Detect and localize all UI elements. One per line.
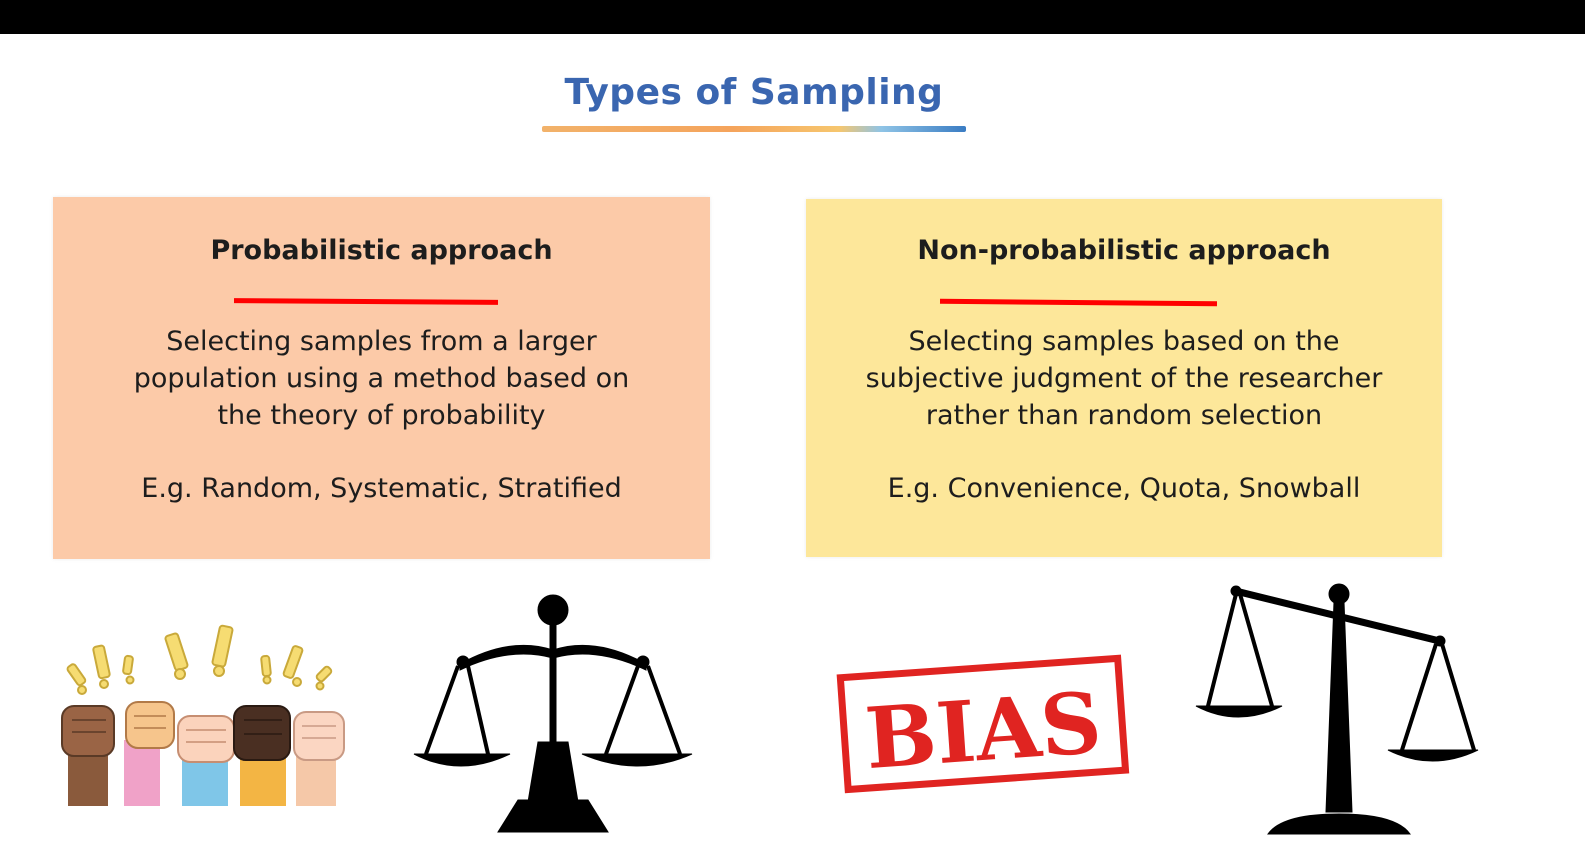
bias-stamp: BIAS — [836, 654, 1130, 794]
tilted-scale-icon — [1195, 583, 1479, 835]
non-probabilistic-card: Non-probabilistic approach Selecting sam… — [806, 199, 1442, 557]
description-line: the theory of probability — [217, 400, 546, 431]
heading-underline — [233, 298, 499, 305]
title-underline — [542, 126, 966, 132]
raised-fists-icon — [61, 624, 345, 806]
description-line: subjective judgment of the researcher — [865, 363, 1383, 394]
card-heading: Non-probabilistic approach — [917, 235, 1331, 266]
page-title: Types of Sampling — [564, 72, 944, 113]
card-heading: Probabilistic approach — [210, 235, 553, 266]
card-description: Selecting samples from a larger populati… — [73, 323, 690, 434]
card-example: E.g. Random, Systematic, Stratified — [141, 473, 622, 504]
card-example: E.g. Convenience, Quota, Snowball — [887, 473, 1361, 504]
probabilistic-card: Probabilistic approach Selecting samples… — [53, 197, 710, 559]
description-line: population using a method based on — [133, 363, 630, 394]
description-line: rather than random selection — [925, 400, 1323, 431]
card-description: Selecting samples based on the subjectiv… — [826, 323, 1422, 434]
bias-stamp-text: BIAS — [862, 673, 1104, 788]
description-line: Selecting samples from a larger — [166, 326, 597, 357]
heading-underline — [939, 298, 1218, 307]
top-black-bar — [0, 0, 1585, 34]
balanced-scale-icon — [413, 594, 693, 833]
description-line: Selecting samples based on the — [908, 326, 1340, 357]
